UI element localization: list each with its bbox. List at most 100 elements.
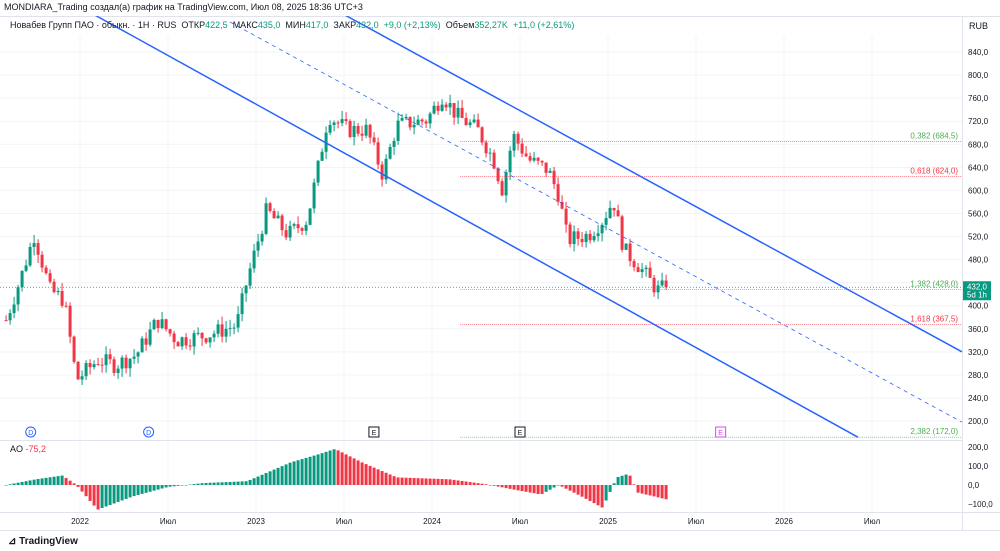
candle-body: [212, 333, 216, 338]
candle-body: [188, 345, 192, 347]
last-price-badge: [963, 281, 991, 301]
time-tick-label: Июл: [512, 517, 529, 526]
price-tick-label: 480,0: [968, 256, 989, 265]
fib-level-label: 1,618 (367,5): [910, 314, 958, 323]
ao-bar: [260, 474, 264, 485]
candle-body: [220, 324, 224, 337]
candle-body: [24, 265, 28, 271]
candle-body: [444, 104, 448, 108]
candle-body: [608, 207, 612, 219]
ao-bar: [288, 462, 292, 485]
candle-body: [376, 142, 380, 165]
ao-bar: [204, 482, 208, 485]
ao-bar: [60, 475, 64, 485]
candle-body: [224, 328, 228, 337]
ao-bar: [328, 450, 332, 485]
candle-body: [104, 354, 108, 366]
candle-body: [76, 361, 80, 380]
candle-body: [132, 356, 136, 359]
candle-body: [268, 203, 272, 212]
ao-bar: [76, 485, 80, 487]
candle-body: [296, 224, 300, 229]
ao-bar: [352, 458, 356, 485]
candle-body: [552, 170, 556, 185]
ao-bar: [644, 485, 648, 495]
candle-body: [332, 122, 336, 126]
fib-level-label: 1,382 (428,0): [910, 280, 958, 289]
ao-bar: [80, 485, 84, 492]
candle-body: [128, 358, 132, 369]
ao-bar: [264, 473, 268, 485]
ao-bar: [168, 485, 172, 487]
ao-bar: [72, 483, 76, 485]
ao-bar: [36, 479, 40, 485]
candle-body: [336, 122, 340, 124]
candle-body: [144, 338, 148, 345]
candle-body: [116, 368, 120, 373]
ao-bar: [160, 485, 164, 489]
ao-bar: [244, 481, 248, 485]
candle-body: [544, 162, 548, 173]
ao-bar: [388, 474, 392, 485]
low-label: МИН: [285, 20, 306, 30]
ao-bar: [48, 477, 52, 485]
candle-body: [308, 208, 312, 225]
ao-bar: [568, 485, 572, 491]
candle-body: [60, 290, 64, 306]
trend-line-channel-lower: [94, 14, 859, 438]
candle-body: [612, 207, 616, 211]
candle-body: [660, 280, 664, 286]
ao-bar: [276, 467, 280, 485]
ao-bar: [308, 456, 312, 485]
change-value: +9,0 (+2,13%): [383, 20, 441, 30]
candle-body: [644, 267, 648, 270]
candle-body: [392, 141, 396, 147]
ao-bar: [592, 485, 596, 504]
ao-value: -75,2: [25, 444, 47, 454]
candle-body: [100, 364, 104, 366]
ao-bar: [436, 478, 440, 485]
candle-body: [84, 363, 88, 377]
ao-label: AO: [10, 444, 24, 454]
ao-bar: [344, 454, 348, 485]
ao-bar: [524, 485, 528, 492]
candle-body: [292, 224, 296, 226]
ao-bar: [172, 485, 176, 487]
candle-body: [592, 236, 596, 241]
ao-bar: [148, 485, 152, 492]
ao-bar: [252, 478, 256, 485]
currency-label[interactable]: RUB: [968, 21, 988, 31]
dividend-marker: [143, 426, 155, 438]
ao-bar: [656, 485, 660, 498]
ao-bar: [96, 485, 100, 510]
ao-bar: [604, 485, 608, 501]
ao-bar: [280, 466, 284, 485]
candle-body: [572, 231, 576, 245]
ao-bar: [392, 476, 396, 485]
candle-body: [648, 267, 652, 278]
candle-body: [68, 305, 72, 337]
candle-body: [64, 305, 68, 307]
candle-body: [404, 116, 408, 119]
candle-body: [44, 267, 48, 274]
ao-bar: [8, 484, 12, 485]
footer-text: TradingView: [19, 536, 78, 547]
ao-bar: [400, 477, 404, 485]
candle-body: [236, 314, 240, 328]
ao-bar: [612, 483, 616, 485]
open-label: ОТКР: [181, 20, 206, 30]
earnings-marker: [514, 426, 526, 438]
candle-body: [72, 336, 76, 362]
symbol-name[interactable]: Новабев Групп ПАО · обыкн. · 1Н · RUS: [10, 20, 177, 30]
candle-body: [36, 243, 40, 255]
ao-bar: [324, 451, 328, 485]
trend-line-channel-middle: [229, 21, 963, 423]
ao-bar: [136, 485, 140, 495]
time-tick-label: 2025: [599, 517, 617, 526]
ao-bar: [236, 481, 240, 485]
candle-body: [412, 124, 416, 128]
ao-bar: [488, 485, 492, 486]
candle-body: [92, 364, 96, 368]
fib-level-label: 0,618 (624,0): [910, 167, 958, 176]
